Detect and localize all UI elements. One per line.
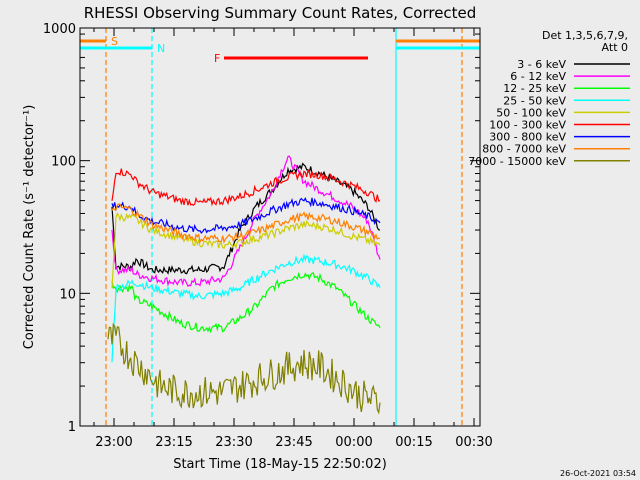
legend-label: 6 - 12 keV (510, 70, 566, 83)
legend-label: 3 - 6 keV (517, 58, 566, 71)
timestamp: 26-Oct-2021 03:54 (560, 469, 636, 478)
x-tick-label: 00:30 (455, 435, 492, 450)
x-tick-label: 23:00 (95, 435, 132, 450)
y-axis-label: Corrected Count Rate (s⁻¹ detector⁻¹) (22, 105, 37, 350)
y-tick-label: 100 (51, 155, 76, 170)
chart-title: RHESSI Observing Summary Count Rates, Co… (84, 4, 477, 22)
plot-frame (79, 27, 481, 427)
series-line (111, 197, 381, 234)
x-axis-label: Start Time (18-May-15 22:50:02) (173, 457, 387, 472)
status-bar-label: F (214, 52, 220, 65)
y-tick-label: 1000 (43, 22, 76, 37)
series-line (111, 168, 381, 207)
legend-label: 7000 - 15000 keV (468, 155, 566, 168)
series-line (111, 212, 381, 289)
y-tick-label: 1 (68, 420, 76, 435)
legend-label: 800 - 7000 keV (482, 143, 566, 156)
y-tick-label: 10 (59, 287, 76, 302)
plot-area: 1 10 100 1000 23:00 23:15 23:30 23:45 00:00 00:15… (43, 22, 493, 450)
x-tick-label: 23:30 (215, 435, 252, 450)
x-tick-label: 23:15 (155, 435, 192, 450)
legend-label: 50 - 100 keV (496, 106, 566, 119)
x-tick-label: 23:45 (275, 435, 312, 450)
series-line (111, 253, 381, 363)
status-bar-label: N (157, 42, 165, 55)
series-line (107, 322, 381, 415)
series-line (111, 155, 381, 288)
x-tick-label: 00:00 (335, 435, 372, 450)
legend-label: 100 - 300 keV (489, 119, 566, 132)
legend-header-line1: Det 1,3,5,6,7,9, (542, 29, 628, 42)
legend-label: 25 - 50 keV (503, 94, 566, 107)
status-bar-label: S (111, 35, 118, 48)
legend-label: 300 - 800 keV (489, 131, 566, 144)
series-line (111, 271, 381, 334)
legend-label: 12 - 25 keV (503, 82, 566, 95)
series-line (111, 203, 381, 244)
legend-header-line2: Att 0 (602, 41, 628, 54)
x-tick-label: 00:15 (395, 435, 432, 450)
